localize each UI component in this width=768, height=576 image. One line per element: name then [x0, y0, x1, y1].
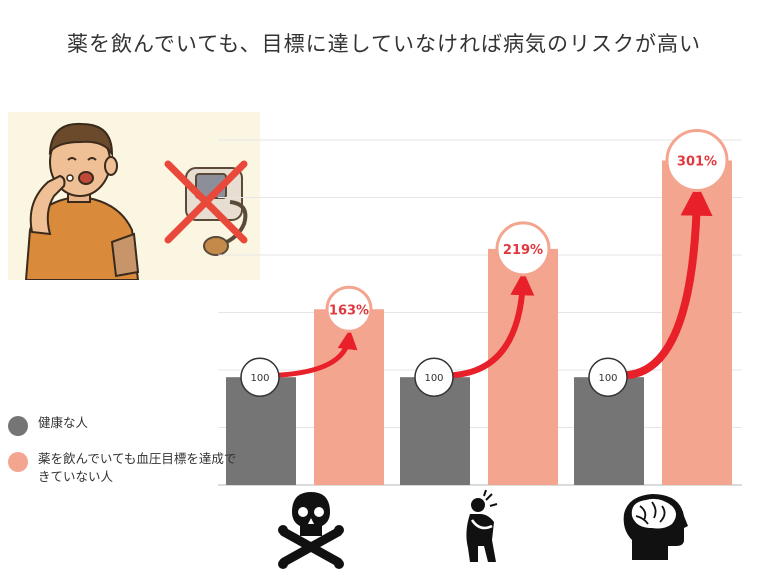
- legend-swatch-not-achieved: [8, 452, 28, 472]
- page-title: 薬を飲んでいても、目標に達していなければ病気のリスクが高い: [66, 32, 701, 56]
- value-badge-not-achieved-2: [495, 221, 551, 277]
- value-badge-healthy-1: [240, 357, 280, 397]
- value-label-healthy-2: 100: [424, 373, 443, 384]
- value-label-not-achieved-3: 301%: [677, 154, 717, 169]
- legend-item-not-achieved: 薬を飲んでいても血圧目標を達成できていない人: [8, 450, 238, 486]
- value-badge-not-achieved-3: [665, 128, 729, 192]
- value-label-healthy-1: 100: [250, 373, 269, 384]
- trend-arrow-1: [275, 329, 358, 378]
- skull-crossbones-icon: [278, 492, 344, 569]
- man-taking-medicine-illustration: [24, 122, 248, 281]
- legend-label-healthy: 健康な人: [38, 415, 89, 430]
- trend-arrow-2: [449, 271, 535, 379]
- brain-head-icon: [623, 494, 688, 560]
- value-badge-healthy-2: [414, 357, 454, 397]
- value-label-not-achieved-1: 163%: [329, 303, 369, 318]
- value-badge-healthy-3: [588, 357, 628, 397]
- legend-label-not-achieved: 薬を飲んでいても血圧目標を達成できていない人: [38, 451, 237, 484]
- legend: 健康な人 薬を飲んでいても血圧目標を達成できていない人: [8, 414, 238, 500]
- trend-arrow-3: [622, 183, 713, 380]
- value-badge-not-achieved-1: [325, 285, 373, 333]
- value-label-healthy-3: 100: [598, 373, 617, 384]
- value-label-not-achieved-2: 219%: [503, 243, 543, 258]
- chest-pain-person-icon: [466, 489, 498, 562]
- legend-item-healthy: 健康な人: [8, 414, 238, 436]
- legend-swatch-healthy: [8, 416, 28, 436]
